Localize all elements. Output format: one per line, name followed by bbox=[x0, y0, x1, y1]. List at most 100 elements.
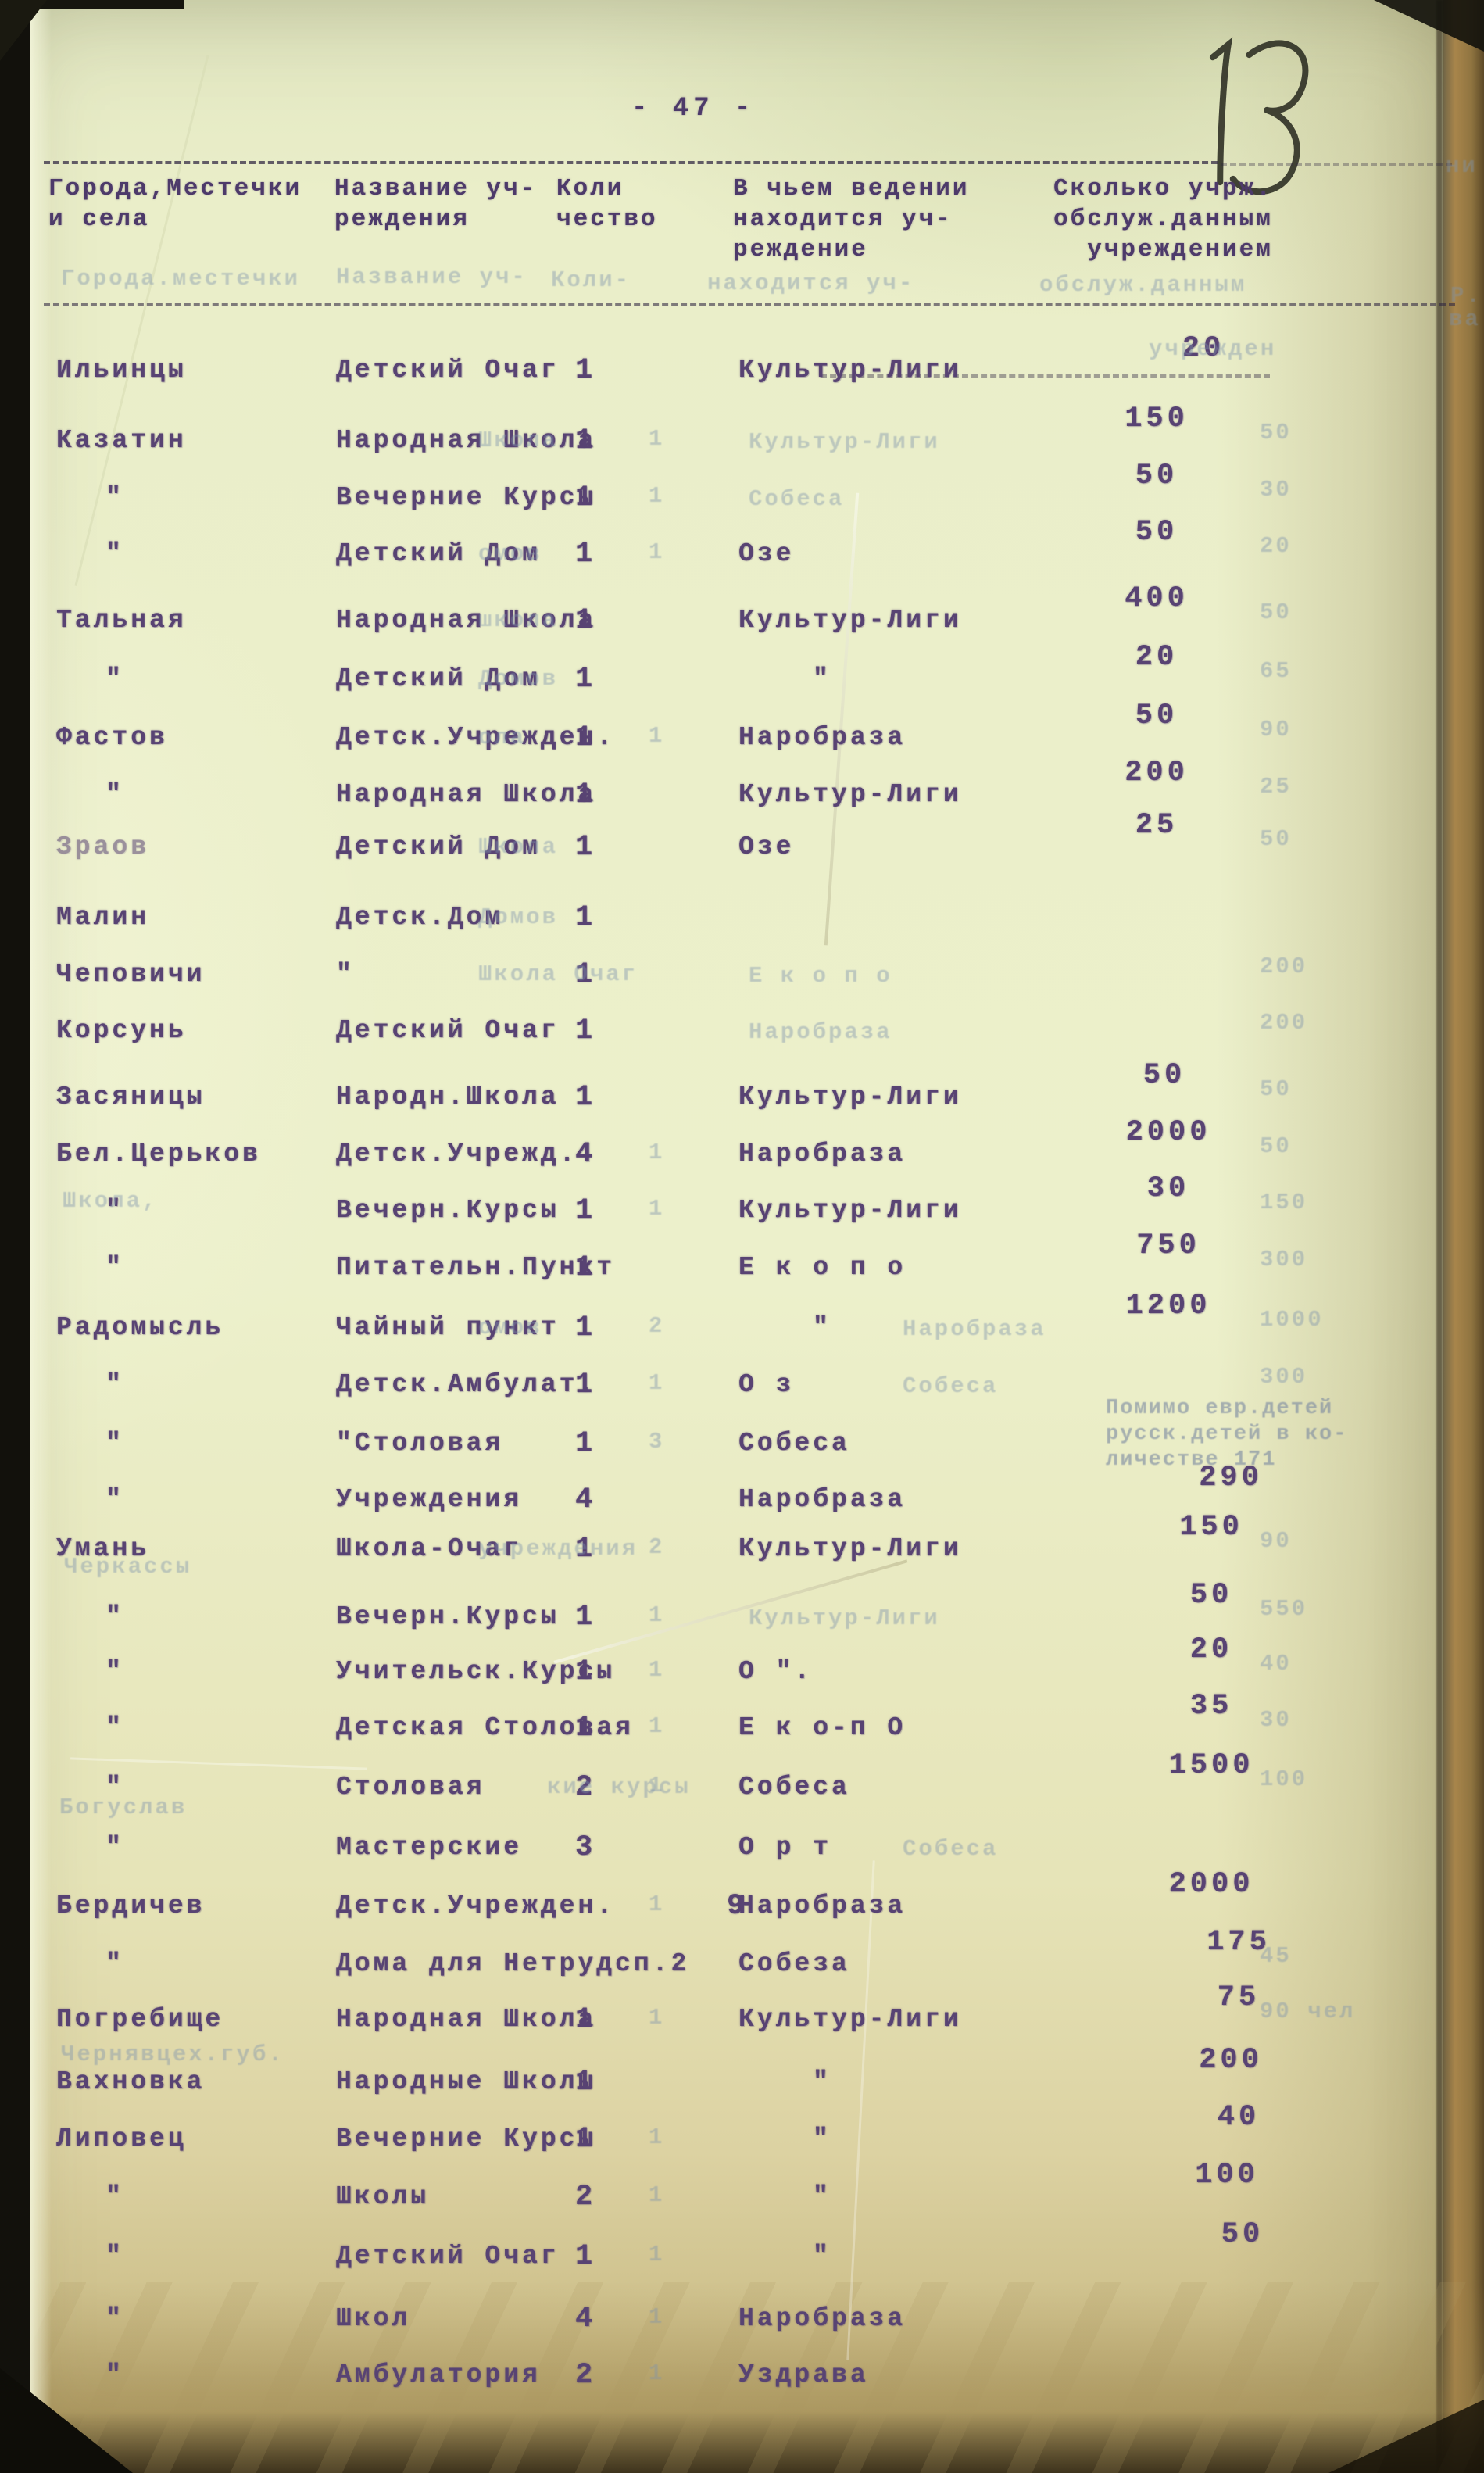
served-cell: 175 bbox=[1207, 1926, 1271, 1959]
served-cell: 50 bbox=[1135, 516, 1178, 549]
ghost-served: 50 bbox=[1260, 420, 1292, 446]
margin-annotation: Помимо евр.детей русск.детей в ко- личес… bbox=[1106, 1397, 1348, 1472]
place-cell: Тальная bbox=[56, 606, 187, 635]
place-cell: " bbox=[105, 1253, 124, 1282]
quantity-cell: 1 bbox=[575, 1194, 597, 1227]
jurisdiction-cell: Культур-Лиги bbox=[738, 1534, 962, 1563]
quantity-cell: 1 bbox=[575, 663, 597, 696]
place-cell: Засяницы bbox=[56, 1083, 206, 1111]
institution-cell: Питательн.Пункт bbox=[336, 1253, 616, 1282]
place-cell: " bbox=[105, 1485, 124, 1514]
served-cell: 150 bbox=[1125, 403, 1189, 435]
institution-cell: Амбулатория bbox=[336, 2360, 541, 2389]
institution-cell: Народная Школа bbox=[336, 780, 597, 809]
institution-cell: Детск.Амбулат. bbox=[336, 1370, 597, 1399]
served-cell: 50 bbox=[1221, 2218, 1264, 2251]
ghost-bleedthrough-text: Название уч- bbox=[336, 264, 527, 290]
place-cell: " bbox=[105, 1602, 124, 1631]
ghost-quantity: 1 bbox=[649, 1370, 665, 1396]
paper-crease bbox=[70, 1757, 367, 1770]
ghost-bleedthrough-text: обслуж.данным bbox=[1039, 272, 1247, 298]
dashed-separator-top bbox=[44, 161, 1218, 164]
ghost-quantity: 1 bbox=[649, 2124, 665, 2150]
place-cell: " bbox=[105, 2182, 124, 2211]
ghost-bleedthrough-text: Чернявцех.губ. bbox=[61, 2042, 284, 2067]
jurisdiction-cell: " bbox=[813, 2242, 831, 2271]
quantity-cell: 4 bbox=[575, 1483, 597, 1516]
ghost-served: 300 bbox=[1260, 1364, 1308, 1390]
quantity-cell: 1 bbox=[575, 2003, 597, 2036]
jurisdiction-cell: Культур-Лиги bbox=[738, 2005, 962, 2034]
jurisdiction-cell: Е к о-п О bbox=[738, 1713, 906, 1742]
quantity-cell: 1 bbox=[575, 1427, 597, 1460]
paper-right-shadow bbox=[1436, 0, 1443, 2473]
ghost-bleedthrough-text: Богуслав bbox=[59, 1795, 188, 1820]
quantity-cell: 4 bbox=[575, 1138, 597, 1171]
jurisdiction-cell: Культур-Лиги bbox=[738, 356, 962, 385]
jurisdiction-cell: Собеза bbox=[738, 1949, 850, 1978]
ghost-served: 150 bbox=[1260, 1190, 1308, 1215]
place-cell: " bbox=[105, 1196, 124, 1225]
quantity-cell: 1 bbox=[575, 721, 597, 754]
quantity-cell: 1 bbox=[575, 481, 597, 514]
quantity-cell: 1 bbox=[575, 354, 597, 387]
served-cell: 20 bbox=[1182, 332, 1225, 365]
place-cell: " bbox=[105, 483, 124, 512]
ghost-bleedthrough-text: Школа, bbox=[63, 1188, 159, 1214]
paper-top-edge bbox=[0, 0, 184, 9]
quantity-cell: 1 bbox=[575, 901, 597, 934]
ghost-institution: Школа Очаг bbox=[478, 961, 638, 987]
ghost-served: 45 bbox=[1260, 1943, 1292, 1969]
institution-cell: Народная Школа bbox=[336, 606, 597, 635]
ghost-quantity: 1 bbox=[649, 1773, 665, 1798]
institution-cell: " bbox=[336, 960, 355, 989]
place-cell: " bbox=[105, 1833, 124, 1862]
institution-cell: Дома для Нетрудсп.2 bbox=[336, 1949, 690, 1978]
institution-cell: Детский Очаг bbox=[336, 2242, 560, 2271]
ghost-quantity: 1 bbox=[649, 483, 665, 509]
served-cell: 400 bbox=[1125, 582, 1189, 615]
ghost-jurisdiction: Собеса bbox=[749, 486, 845, 512]
jurisdiction-cell: " bbox=[813, 2124, 831, 2153]
place-cell: Фастов bbox=[56, 723, 168, 752]
quantity-cell: 2 bbox=[575, 2359, 597, 2392]
jurisdiction-cell: " bbox=[813, 2067, 831, 2096]
place-cell: Малин bbox=[56, 903, 150, 932]
institution-cell: Школа-Очаг bbox=[336, 1534, 523, 1563]
served-cell: 50 bbox=[1143, 1059, 1186, 1092]
place-cell: Погребище bbox=[56, 2005, 224, 2034]
ghost-served: 200 bbox=[1260, 1010, 1308, 1036]
jurisdiction-cell: О р т bbox=[738, 1833, 832, 1862]
institution-cell: Детский Очаг bbox=[336, 1016, 560, 1045]
served-cell: 75 bbox=[1217, 1981, 1261, 2014]
jurisdiction-cell: Е к о п о bbox=[738, 1253, 906, 1282]
ghost-institution: омов bbox=[478, 541, 542, 567]
ghost-served: 50 bbox=[1260, 1133, 1292, 1159]
ghost-jurisdiction: Собеса bbox=[903, 1373, 999, 1399]
handwritten-13-note bbox=[1209, 37, 1309, 195]
quantity-cell: 1 bbox=[575, 2066, 597, 2099]
quantity-cell: 1 bbox=[575, 831, 597, 864]
quantity-cell: 1 bbox=[575, 1655, 597, 1688]
quantity-cell: 1 bbox=[575, 1369, 597, 1401]
paper-bottom-crumple bbox=[0, 2282, 1484, 2473]
ghost-quantity: 1 bbox=[649, 2182, 665, 2208]
place-cell: Радомысль bbox=[56, 1313, 224, 1342]
place-cell: Бел.Церьков bbox=[56, 1140, 261, 1169]
ghost-served: 200 bbox=[1260, 954, 1308, 979]
served-cell: 290 bbox=[1199, 1462, 1263, 1494]
quantity-cell: 1 bbox=[575, 2240, 597, 2273]
ghost-quantity: 1 bbox=[649, 1196, 665, 1222]
institution-cell: Учреждения bbox=[336, 1485, 523, 1514]
place-cell: " bbox=[105, 2304, 124, 2333]
institution-cell: Народные Школы bbox=[336, 2067, 597, 2096]
ghost-bleedthrough-text: ни bbox=[1446, 153, 1478, 179]
ghost-quantity: 1 bbox=[649, 2005, 665, 2031]
quantity-cell: 1 bbox=[575, 1712, 597, 1745]
quantity-cell: 1 bbox=[575, 1533, 597, 1566]
jurisdiction-cell: Культур-Лиги bbox=[738, 780, 962, 809]
page-number: - 47 - bbox=[631, 94, 756, 123]
place-cell: " bbox=[105, 1773, 124, 1802]
jurisdiction-cell: Наробраза bbox=[738, 723, 906, 752]
